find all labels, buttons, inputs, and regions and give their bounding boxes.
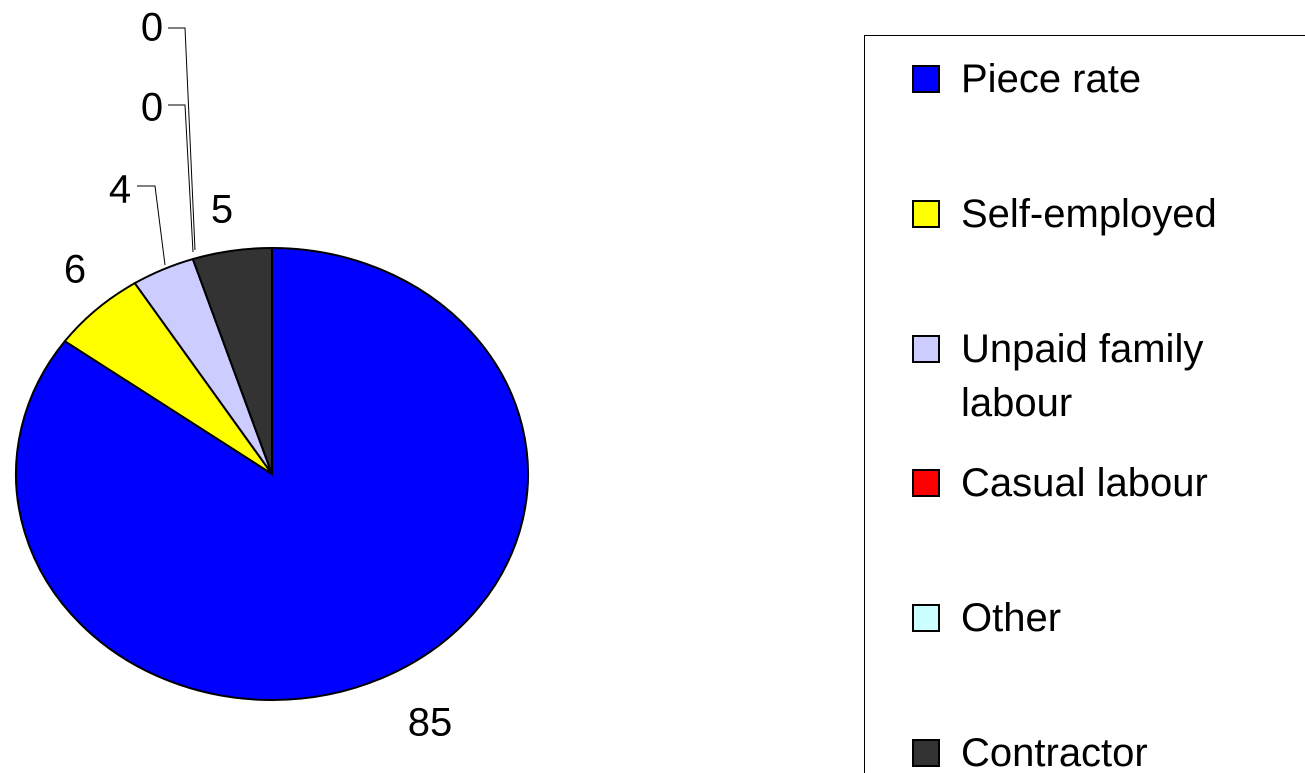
leader-line [168, 104, 194, 253]
legend-label: Unpaid family labour [961, 326, 1204, 425]
legend-swatch [912, 469, 940, 498]
data-label: 0 [141, 86, 163, 130]
legend-swatch [912, 739, 940, 767]
legend-swatch [912, 604, 940, 633]
legend-label: Other [961, 596, 1062, 641]
legend-label: Self-employed [961, 191, 1217, 236]
legend-swatch [912, 334, 940, 363]
pie-slice [15, 246, 529, 701]
leader-line [168, 27, 196, 251]
data-label: 6 [64, 248, 86, 292]
data-label: 0 [141, 6, 163, 50]
legend-label: Piece rate [961, 57, 1142, 101]
legend: Piece rate Self-employed Unpaid family lab… [864, 35, 1305, 773]
data-label: 5 [211, 188, 233, 232]
legend-label: Contractor [961, 731, 1148, 773]
legend-label: Casual labour [961, 461, 1208, 506]
legend-swatch [912, 65, 940, 93]
leader-line [137, 185, 166, 266]
pie-slice [191, 246, 273, 475]
data-label: 4 [109, 168, 131, 212]
data-label: 85 [408, 701, 453, 745]
legend-swatch [912, 199, 940, 228]
